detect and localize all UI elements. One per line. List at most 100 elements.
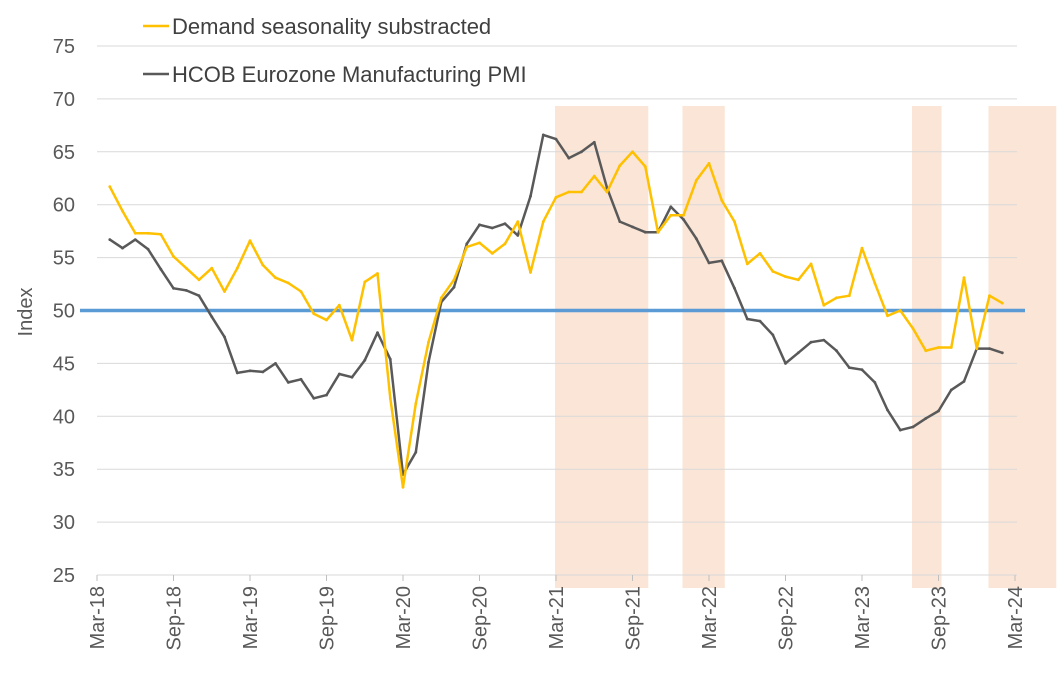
series-1-point-30 [490,252,494,255]
series-1-point-68 [975,347,979,350]
series-1-point-7 [197,278,201,282]
y-tick-label-65: 65 [53,142,75,164]
y-axis-title: Index [15,288,37,337]
series-2-point-59 [860,368,864,372]
series-2-point-27 [452,285,456,289]
series-2-point-70 [1000,351,1004,355]
series-2-point-13 [274,362,277,365]
series-1-point-49 [733,220,736,224]
x-tick-label-Mar-22: Mar-22 [699,586,721,649]
series-2-point-64 [924,417,928,420]
series-2-point-52 [771,333,775,337]
series-1-point-52 [771,270,775,273]
series-2-point-54 [796,351,800,355]
x-tick-label-Mar-24: Mar-24 [1005,586,1027,649]
series-1-point-23 [401,485,405,489]
y-tick-label-55: 55 [53,248,75,270]
y-tick-label-35: 35 [53,459,75,481]
series-1-point-5 [172,255,175,258]
x-tick-label-Sep-20: Sep-20 [470,586,492,651]
series-2-point-35 [554,137,558,141]
series-2-point-20 [363,358,367,362]
series-2-point-63 [911,425,915,429]
series-2-point-6 [184,289,188,292]
legend-entry-1: Demand seasonality substracted [143,14,491,39]
legend: Demand seasonality substracted HCOB Euroz… [143,14,527,87]
series-2-point-50 [745,317,749,321]
series-2-point-8 [210,315,214,319]
series-1-point-63 [911,327,915,330]
legend-label-1: Demand seasonality substracted [172,14,491,39]
series-1-point-62 [898,309,902,312]
x-tick-label-Mar-23: Mar-23 [852,586,874,649]
series-2-point-44 [669,205,673,209]
x-tick-label-Mar-18: Mar-18 [87,586,109,649]
series-1-point-19 [350,338,354,342]
x-tick-label-Sep-18: Sep-18 [164,586,186,651]
shaded-period-1 [555,106,649,588]
x-tick-label-Mar-21: Mar-21 [546,586,568,649]
series-1-point-59 [860,246,864,250]
series-2-point-45 [682,218,685,221]
series-2-point-0 [108,238,112,242]
series-2-point-18 [337,372,341,376]
series-2-point-48 [720,259,724,263]
series-2-point-30 [490,226,494,230]
series-2-point-33 [529,194,532,198]
series-1-group [108,150,1004,489]
series-1-point-21 [376,272,379,275]
x-tick-label-Sep-19: Sep-19 [317,586,339,651]
series-1-point-58 [847,294,851,298]
series-1-point-24 [414,402,418,405]
series-1-point-16 [312,312,316,316]
y-tick-label-40: 40 [53,406,75,428]
series-2-point-56 [822,338,826,342]
series-1-point-51 [758,252,762,255]
series-2-point-49 [733,286,736,290]
series-1-point-40 [618,164,622,168]
series-1-point-32 [516,220,520,224]
series-1-point-29 [478,241,481,245]
series-2-point-31 [503,222,507,226]
y-tick-label-70: 70 [53,89,75,111]
series-1-point-3 [146,231,150,235]
series-1-point-18 [337,303,341,307]
y-tick-label-45: 45 [53,353,75,375]
series-2-point-47 [707,261,711,265]
series-2-point-3 [146,247,150,251]
series-1-point-9 [223,290,226,293]
series-1-point-42 [643,165,647,169]
series-1-point-53 [784,275,787,278]
series-2-point-40 [618,220,622,224]
series-2-point-14 [286,381,290,384]
series-2-point-21 [376,331,379,335]
series-1-point-45 [682,213,685,217]
series-2-point-42 [643,230,647,234]
series-1-point-33 [529,271,532,274]
shaded-period-4 [988,106,1057,588]
x-tick-label-Sep-22: Sep-22 [776,586,798,651]
y-tick-label-75: 75 [53,36,75,58]
series-2-point-65 [937,409,940,413]
series-1-point-38 [592,174,596,178]
series-2-point-9 [223,335,226,339]
series-1-point-25 [427,340,430,344]
series-2-point-41 [631,225,634,229]
series-2-point-57 [835,349,838,353]
series-1-point-43 [656,230,660,234]
series-1-point-8 [210,266,214,270]
series-2-point-17 [325,393,328,397]
series-2-point-25 [427,360,430,364]
series-1-point-70 [1000,301,1004,305]
series-1-point-55 [809,262,813,266]
series-1-point-64 [924,349,928,353]
series-2-point-66 [949,388,953,392]
series-2-point-69 [988,347,991,350]
series-2-point-4 [159,267,163,271]
series-2-point-29 [478,223,481,227]
series-2-point-36 [567,156,571,160]
series-2-point-16 [312,396,316,400]
x-tick-label-Sep-21: Sep-21 [623,586,645,651]
x-axis [96,574,1017,581]
shaded-period-2 [682,106,725,588]
